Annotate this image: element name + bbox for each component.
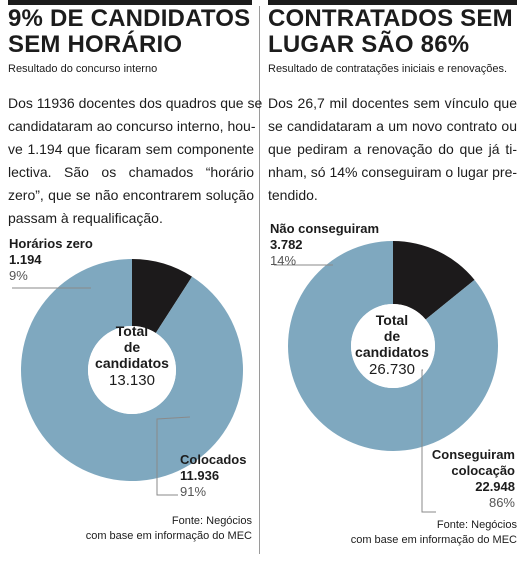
title-line-2: SEM HORÁRIO — [8, 31, 183, 58]
body-line: passam à requalificação. — [8, 210, 163, 226]
page-title: CONTRATADOS SEM LUGAR SÃO 86% — [268, 6, 513, 58]
body-line: nham, só 14% conseguiram o lugar pre- — [268, 164, 518, 180]
donut-slice — [393, 241, 475, 320]
donut-slice — [288, 241, 498, 452]
body-line: se candidataram a um novo contrato ou — [268, 118, 517, 134]
donut-center-value: 26.730 — [369, 361, 415, 378]
body-line: que pediram a renovação do que já ti- — [268, 141, 517, 157]
slice-label-horarios-zero: Horários zero 1.194 9% — [9, 236, 93, 283]
body-line: tendido. — [268, 187, 318, 203]
donut-slice — [20, 259, 243, 482]
body-line: Dos 26,7 mil docentes sem vínculo que — [268, 95, 517, 111]
leader-line — [156, 416, 191, 496]
subtitle: Resultado do concurso interno — [8, 63, 158, 75]
donut-slice — [132, 259, 193, 333]
body-text: Dos 26,7 mil docentes sem vínculo que se… — [268, 92, 517, 207]
donut-hole — [88, 326, 176, 414]
slice-label-conseguiram: Conseguiram colocação 22.948 86% — [431, 447, 515, 510]
body-line: candidataram ao concurso interno, hou- — [8, 118, 256, 134]
donut-chart-left — [12, 259, 243, 496]
body-text: Dos 11936 docentes dos quadros que se ca… — [8, 92, 263, 230]
subtitle: Resultado de contratações iniciais e ren… — [268, 63, 508, 75]
body-line: zero”, que se não encontrarem solução — [8, 187, 254, 203]
title-line-1: CONTRATADOS SEM — [268, 5, 513, 32]
title-line-1: 9% DE CANDIDATOS — [8, 5, 251, 32]
source-note: Fonte: Negócios com base em informação d… — [85, 515, 252, 542]
right-infographic: CONTRATADOS SEM LUGAR SÃO 86% Resultado … — [264, 0, 521, 561]
panel-divider — [259, 6, 260, 554]
body-line: lectiva. São os chamados “horário — [8, 164, 254, 180]
leader-line — [421, 369, 436, 513]
title-line-2: LUGAR SÃO 86% — [268, 31, 470, 58]
slice-label-colocados: Colocados 11.936 91% — [180, 452, 247, 499]
page-title: 9% DE CANDIDATOS SEM HORÁRIO — [8, 6, 250, 58]
donut-chart-right — [274, 241, 498, 513]
slice-label-nao-conseguiram: Não conseguiram 3.782 14% — [270, 221, 380, 268]
donut-hole — [351, 304, 435, 388]
body-line: ve 1.194 que ficaram sem componente — [8, 141, 254, 157]
left-infographic: 9% DE CANDIDATOS SEM HORÁRIO Resultado d… — [0, 0, 263, 561]
title-bar — [8, 0, 252, 5]
title-bar — [268, 0, 517, 5]
source-note: Fonte: Negócios com base em informação d… — [350, 519, 517, 546]
donut-center-label: Total de candidatos 26.730 — [347, 312, 437, 378]
donut-center-label: Total de candidatos 13.130 — [87, 323, 177, 389]
donut-center-value: 13.130 — [109, 372, 155, 389]
body-line: Dos 11936 docentes dos quadros que se — [8, 95, 263, 111]
